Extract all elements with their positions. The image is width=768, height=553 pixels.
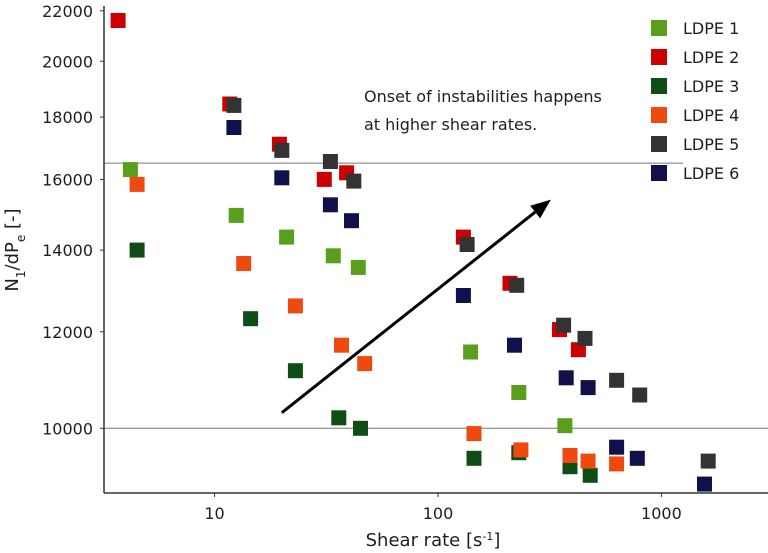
data-point-ldpe-5 [274, 142, 290, 158]
data-point-ldpe-5 [322, 154, 338, 169]
legend-marker-ldpe-1 [651, 20, 667, 36]
data-point-ldpe-1 [228, 207, 244, 223]
legend-label-ldpe-4: LDPE 4 [683, 106, 739, 125]
legend-label-ldpe-1: LDPE 1 [683, 19, 739, 38]
trend-arrow [280, 199, 551, 414]
data-point-ldpe-6 [697, 476, 712, 492]
data-point-ldpe-4 [357, 356, 373, 372]
data-point-ldpe-1 [350, 259, 366, 275]
data-point-ldpe-3 [129, 242, 145, 258]
data-point-ldpe-5 [700, 453, 716, 469]
x-tick-label: 10 [204, 504, 224, 523]
y-axis-title-sub2: e [14, 235, 28, 242]
y-axis-title-mid: /dP [2, 242, 23, 270]
annotation: Onset of instabilities happens at higher… [364, 87, 602, 134]
data-point-ldpe-1 [557, 418, 573, 434]
data-point-ldpe-5 [509, 277, 525, 293]
data-point-ldpe-5 [226, 97, 242, 113]
y-tick-label: 22000 [42, 2, 93, 21]
y-axis-title-main: N [2, 278, 23, 291]
x-axis-title-end: ] [493, 530, 500, 551]
x-tick-label: 100 [423, 504, 454, 523]
y-tick-label: 18000 [42, 108, 93, 127]
data-point-ldpe-3 [331, 410, 347, 426]
trend-arrow-shaft [280, 210, 537, 414]
y-axis-title-end: [-] [2, 208, 23, 234]
y-axis-title: N1/dPe [-] [2, 208, 28, 291]
reference-lines [104, 162, 768, 429]
data-point-ldpe-2 [570, 342, 586, 358]
annotation-line-1: Onset of instabilities happens [364, 87, 602, 106]
data-point-ldpe-4 [236, 256, 252, 271]
data-point-ldpe-6 [558, 370, 574, 386]
legend-label-ldpe-2: LDPE 2 [683, 48, 739, 67]
annotation-line-2: at higher shear rates. [364, 115, 537, 134]
data-point-ldpe-2 [110, 13, 126, 28]
x-tick-label: 1000 [641, 504, 682, 523]
legend-marker-ldpe-2 [651, 49, 667, 65]
legend-label-ldpe-6: LDPE 6 [683, 164, 739, 183]
legend: LDPE 1 LDPE 2 LDPE 3 LDPE 4 LDPE 5 LDPE 6 [651, 19, 739, 183]
data-point-ldpe-5 [577, 330, 593, 346]
legend-marker-ldpe-4 [651, 107, 667, 123]
data-point-ldpe-3 [353, 420, 368, 436]
data-point-ldpe-4 [609, 456, 625, 472]
data-point-ldpe-3 [243, 311, 259, 327]
data-point-ldpe-4 [287, 298, 303, 314]
data-point-ldpe-6 [580, 380, 596, 396]
y-tick-label: 16000 [42, 170, 93, 189]
legend-label-ldpe-3: LDPE 3 [683, 77, 739, 96]
data-point-ldpe-6 [609, 439, 625, 455]
data-point-ldpe-3 [466, 450, 482, 466]
data-point-ldpe-6 [455, 288, 471, 303]
data-point-ldpe-4 [513, 442, 529, 458]
data-point-ldpe-1 [463, 344, 479, 360]
data-point-ldpe-4 [580, 453, 596, 469]
data-point-ldpe-1 [325, 248, 341, 264]
data-point-ldpe-4 [466, 426, 482, 442]
data-point-ldpe-6 [629, 450, 645, 466]
data-point-ldpe-4 [129, 176, 145, 192]
data-point-ldpe-6 [507, 337, 522, 353]
data-point-ldpe-5 [556, 317, 572, 333]
legend-marker-ldpe-6 [651, 165, 667, 181]
x-axis-title: Shear rate [s-1] [366, 530, 501, 552]
data-point-ldpe-4 [334, 337, 349, 353]
legend-marker-ldpe-5 [651, 136, 667, 152]
data-point-ldpe-2 [316, 171, 332, 187]
x-axis-title-main: Shear rate [s [366, 530, 483, 551]
y-tick-label: 12000 [42, 323, 93, 342]
data-point-ldpe-5 [459, 237, 475, 252]
data-point-ldpe-6 [274, 170, 290, 186]
data-point-ldpe-6 [226, 120, 242, 135]
axes [103, 6, 768, 494]
trend-arrow-head [530, 199, 551, 219]
data-point-ldpe-3 [287, 363, 303, 379]
data-point-ldpe-3 [582, 467, 598, 483]
y-tick-label: 14000 [42, 241, 93, 260]
data-point-ldpe-1 [279, 229, 295, 245]
data-point-ldpe-1 [122, 162, 138, 178]
data-point-ldpe-1 [511, 385, 527, 400]
y-ticks: 10000 12000 14000 16000 18000 20000 22000 [42, 2, 104, 438]
data-point-ldpe-5 [632, 387, 648, 403]
data-point-ldpe-6 [344, 213, 359, 229]
data-point-ldpe-4 [562, 448, 578, 463]
x-ticks: 10 100 1000 [204, 493, 682, 523]
x-axis-title-sup: -1 [482, 530, 493, 543]
data-point-ldpe-6 [322, 197, 338, 213]
y-tick-label: 20000 [42, 52, 93, 71]
y-axis-title-sub1: 1 [14, 270, 28, 278]
y-tick-label: 10000 [42, 419, 93, 438]
data-point-ldpe-5 [346, 173, 362, 189]
data-point-ldpe-5 [609, 372, 625, 388]
legend-label-ldpe-5: LDPE 5 [683, 135, 739, 154]
data-points [110, 13, 716, 492]
legend-marker-ldpe-3 [651, 78, 667, 94]
